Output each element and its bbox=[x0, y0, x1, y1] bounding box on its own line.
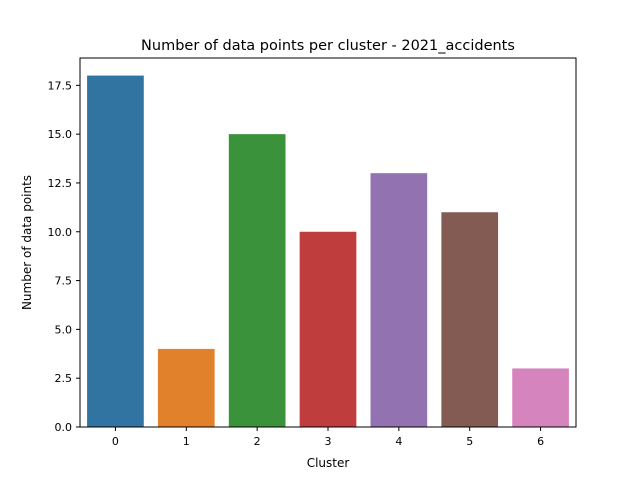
y-tick-label: 12.5 bbox=[48, 177, 73, 190]
y-tick-label: 10.0 bbox=[48, 226, 73, 239]
bar-cluster-3 bbox=[299, 231, 357, 427]
x-axis-ticks: 0 1 2 3 4 5 6 bbox=[112, 427, 544, 448]
x-tick-label: 4 bbox=[395, 435, 402, 448]
y-axis-label: Number of data points bbox=[20, 175, 34, 310]
plot-frame bbox=[79, 57, 577, 428]
bar-cluster-0 bbox=[87, 75, 144, 428]
x-tick-label: 1 bbox=[183, 435, 190, 448]
x-tick-label: 5 bbox=[466, 435, 473, 448]
x-tick-label: 6 bbox=[537, 435, 544, 448]
x-tick-label: 3 bbox=[325, 435, 332, 448]
y-tick-label: 17.5 bbox=[48, 79, 73, 92]
bar-cluster-5 bbox=[441, 212, 499, 427]
y-tick-label: 7.5 bbox=[55, 275, 73, 288]
y-tick-label: 2.5 bbox=[55, 372, 73, 385]
y-axis-ticks: 0.0 2.5 5.0 7.5 10.0 12.5 15.0 17.5 bbox=[48, 79, 80, 434]
y-tick-label: 5.0 bbox=[55, 323, 73, 336]
bars-group bbox=[87, 75, 569, 428]
bar-cluster-6 bbox=[512, 368, 569, 427]
bar-cluster-1 bbox=[157, 348, 215, 427]
x-tick-label: 0 bbox=[112, 435, 119, 448]
x-tick-label: 2 bbox=[254, 435, 261, 448]
chart-title: Number of data points per cluster - 2021… bbox=[141, 38, 515, 54]
x-axis-label: Cluster bbox=[307, 456, 350, 470]
y-tick-label: 0.0 bbox=[55, 421, 73, 434]
bar-cluster-2 bbox=[228, 134, 286, 427]
bar-cluster-4 bbox=[370, 173, 428, 427]
y-tick-label: 15.0 bbox=[48, 128, 73, 141]
